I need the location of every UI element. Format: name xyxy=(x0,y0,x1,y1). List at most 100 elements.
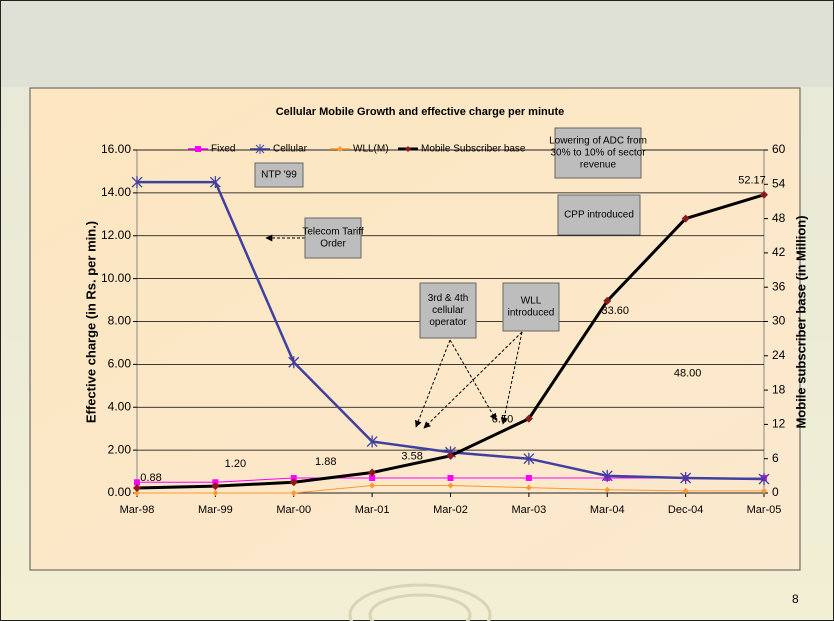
x-tick-label: Mar-99 xyxy=(198,504,233,516)
point xyxy=(133,483,141,492)
point xyxy=(212,490,219,496)
point xyxy=(211,482,220,491)
y-tick-label: 16.00 xyxy=(101,142,131,156)
annotation-text: 3rd & 4th xyxy=(428,293,469,304)
legend-marker xyxy=(255,144,265,154)
x-tick-label: Mar-98 xyxy=(120,504,155,516)
point xyxy=(604,486,611,493)
data-label: 6.50 xyxy=(492,414,513,426)
y2-axis-title: Mobile subscriber base (in Million) xyxy=(793,215,808,428)
point xyxy=(447,482,454,489)
arrow xyxy=(423,331,523,429)
data-label: 48.00 xyxy=(674,368,702,380)
annotation-text: operator xyxy=(429,317,467,328)
annotation-text: Order xyxy=(320,239,346,250)
annotation-box xyxy=(557,194,641,236)
x-tick-label: Dec-04 xyxy=(668,504,703,516)
legend-marker xyxy=(195,146,201,152)
legend-label: Mobile Subscriber base xyxy=(421,144,526,155)
data-label: 33.60 xyxy=(601,305,629,317)
y2-tick-label: 60 xyxy=(772,142,786,156)
annotation-text: CPP introduced xyxy=(564,210,634,221)
arrow xyxy=(500,331,523,425)
point xyxy=(131,176,143,189)
point xyxy=(134,490,140,496)
point xyxy=(447,474,454,481)
point xyxy=(680,471,692,484)
chart-area xyxy=(29,87,801,571)
point xyxy=(601,469,613,482)
y-tick-label: 6.00 xyxy=(108,357,132,371)
x-tick-label: Mar-05 xyxy=(747,504,782,516)
y2-tick-label: 0 xyxy=(772,485,779,499)
point xyxy=(682,487,689,494)
y2-tick-label: 18 xyxy=(772,382,786,396)
point xyxy=(524,414,533,423)
chart-title: Cellular Mobile Growth and effective cha… xyxy=(276,106,565,118)
data-label: 1.20 xyxy=(225,458,246,470)
point xyxy=(290,474,297,481)
arrow xyxy=(449,339,497,421)
point xyxy=(290,490,297,496)
plot: 0.00 2.00 4.00 6.00 8.00 10.00 12.00 14.00 16.00… xyxy=(101,142,786,516)
page-number: 8 xyxy=(792,592,799,606)
legend-label: Fixed xyxy=(211,144,235,155)
x-tick-label: Mar-00 xyxy=(276,504,311,516)
point xyxy=(446,451,455,460)
annotation-box xyxy=(419,282,477,339)
point xyxy=(369,482,376,489)
y-tick-label: 2.00 xyxy=(108,442,132,456)
arrows xyxy=(265,234,523,429)
y2-tick-label: 24 xyxy=(772,348,786,362)
annotation-text: revenue xyxy=(580,160,617,171)
annotation-text: NTP '99 xyxy=(261,170,297,181)
point xyxy=(209,176,221,189)
point xyxy=(369,474,376,481)
point xyxy=(761,487,767,494)
x-tick-label: Mar-01 xyxy=(355,504,390,516)
title-band xyxy=(1,1,833,87)
point xyxy=(523,452,535,465)
point xyxy=(525,474,532,481)
y2-tick-label: 48 xyxy=(772,211,786,225)
y-tick-label: 8.00 xyxy=(108,314,132,328)
data-label: 0.88 xyxy=(140,472,161,484)
annotation-text: cellular xyxy=(432,305,464,316)
y2-tick-label: 54 xyxy=(772,176,786,190)
annotation-box xyxy=(502,282,560,332)
y-tick-label: 14.00 xyxy=(101,185,131,199)
y2-tick-label: 36 xyxy=(772,279,786,293)
point xyxy=(760,190,768,199)
point xyxy=(603,296,612,305)
annotation-text: WLL xyxy=(521,296,542,307)
decor xyxy=(368,593,472,621)
point xyxy=(134,479,140,486)
annotation-text: Lowering of ADC from xyxy=(549,136,647,147)
point xyxy=(368,468,377,477)
y-tick-label: 12.00 xyxy=(101,228,131,242)
point xyxy=(681,214,690,223)
y2-tick-label: 42 xyxy=(772,245,786,259)
point xyxy=(525,484,532,491)
annotation-box xyxy=(254,162,304,188)
point xyxy=(758,473,770,486)
x-tick-label: Mar-03 xyxy=(511,504,546,516)
annotation-box xyxy=(304,217,362,259)
point xyxy=(366,435,378,448)
data-label: 3.58 xyxy=(401,450,422,462)
annotation-text: introduced xyxy=(508,308,555,319)
y2-tick-label: 6 xyxy=(772,451,779,465)
arrow xyxy=(415,339,451,428)
legend-label: Cellular xyxy=(273,144,308,155)
point xyxy=(289,478,298,487)
annotation-box xyxy=(554,127,642,179)
y2-tick-label: 12 xyxy=(772,417,786,431)
legend-label: WLL(M) xyxy=(353,144,389,155)
y2-tick-label: 30 xyxy=(772,314,786,328)
x-tick-label: Mar-04 xyxy=(590,504,625,516)
legend-marker xyxy=(405,146,411,152)
y-tick-label: 10.00 xyxy=(101,271,131,285)
decor xyxy=(348,583,492,621)
legend-marker xyxy=(337,146,343,152)
